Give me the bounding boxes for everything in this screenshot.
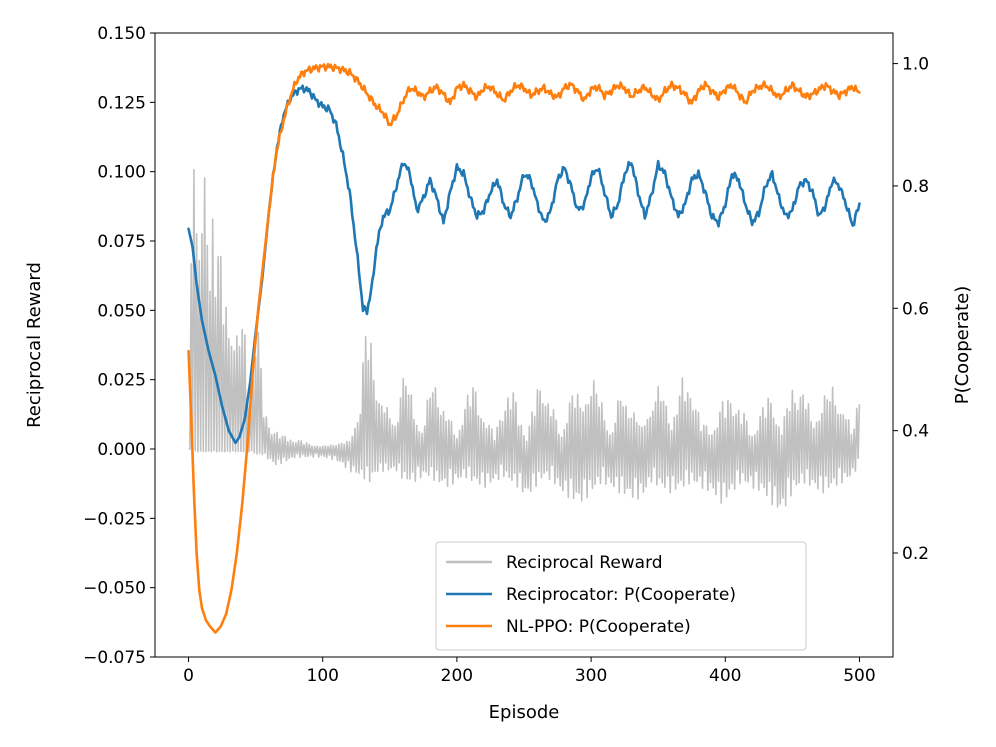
x-tick-label: 400 (709, 666, 741, 686)
series-nl-ppo-line (187, 62, 861, 634)
legend: Reciprocal Reward Reciprocator: P(Cooper… (435, 541, 807, 651)
x-axis: 0 100 200 300 400 500 (183, 657, 876, 686)
y-left-tick-label: −0.050 (83, 579, 146, 599)
y-right-tick-label: 0.6 (902, 299, 929, 319)
y-left-tick-label: 0.050 (97, 301, 146, 321)
y-right-tick-label: 0.2 (902, 544, 929, 564)
y-left-tick-label: 0.125 (97, 93, 146, 113)
series-reciprocator-line (187, 84, 861, 445)
x-axis-label: Episode (489, 702, 560, 723)
y-left-tick-label: −0.025 (83, 509, 146, 529)
legend-label-nl-ppo: NL-PPO: P(Cooperate) (506, 617, 691, 637)
x-tick-label: 500 (843, 666, 875, 686)
y-left-tick-label: 0.025 (97, 371, 146, 391)
y-axis-left: −0.075 −0.050 −0.025 0.000 0.025 0.050 0.075 0.… (83, 24, 155, 668)
y-right-tick-label: 0.8 (902, 177, 929, 197)
x-tick-label: 100 (307, 666, 339, 686)
y-axis-left-label: Reciprocal Reward (24, 262, 45, 428)
legend-box (435, 541, 807, 651)
y-axis-right-label: P(Cooperate) (952, 286, 973, 405)
y-right-tick-label: 0.4 (902, 422, 929, 442)
y-left-tick-label: 0.000 (97, 440, 146, 460)
y-left-tick-label: 0.150 (97, 24, 146, 44)
y-left-tick-label: 0.075 (97, 232, 146, 252)
legend-label-reciprocator: Reciprocator: P(Cooperate) (506, 585, 736, 605)
x-tick-label: 200 (441, 666, 473, 686)
series-layer (187, 62, 861, 634)
x-tick-label: 0 (183, 666, 194, 686)
y-left-tick-label: −0.075 (83, 648, 146, 668)
plot-frame (154, 32, 894, 658)
x-tick-label: 300 (575, 666, 607, 686)
y-axis-right: 0.2 0.4 0.6 0.8 1.0 (893, 55, 929, 564)
y-left-tick-label: 0.100 (97, 163, 146, 183)
y-right-tick-label: 1.0 (902, 55, 929, 75)
series-reciprocal-reward-line (188, 169, 861, 508)
legend-label-reciprocal-reward: Reciprocal Reward (506, 553, 663, 573)
